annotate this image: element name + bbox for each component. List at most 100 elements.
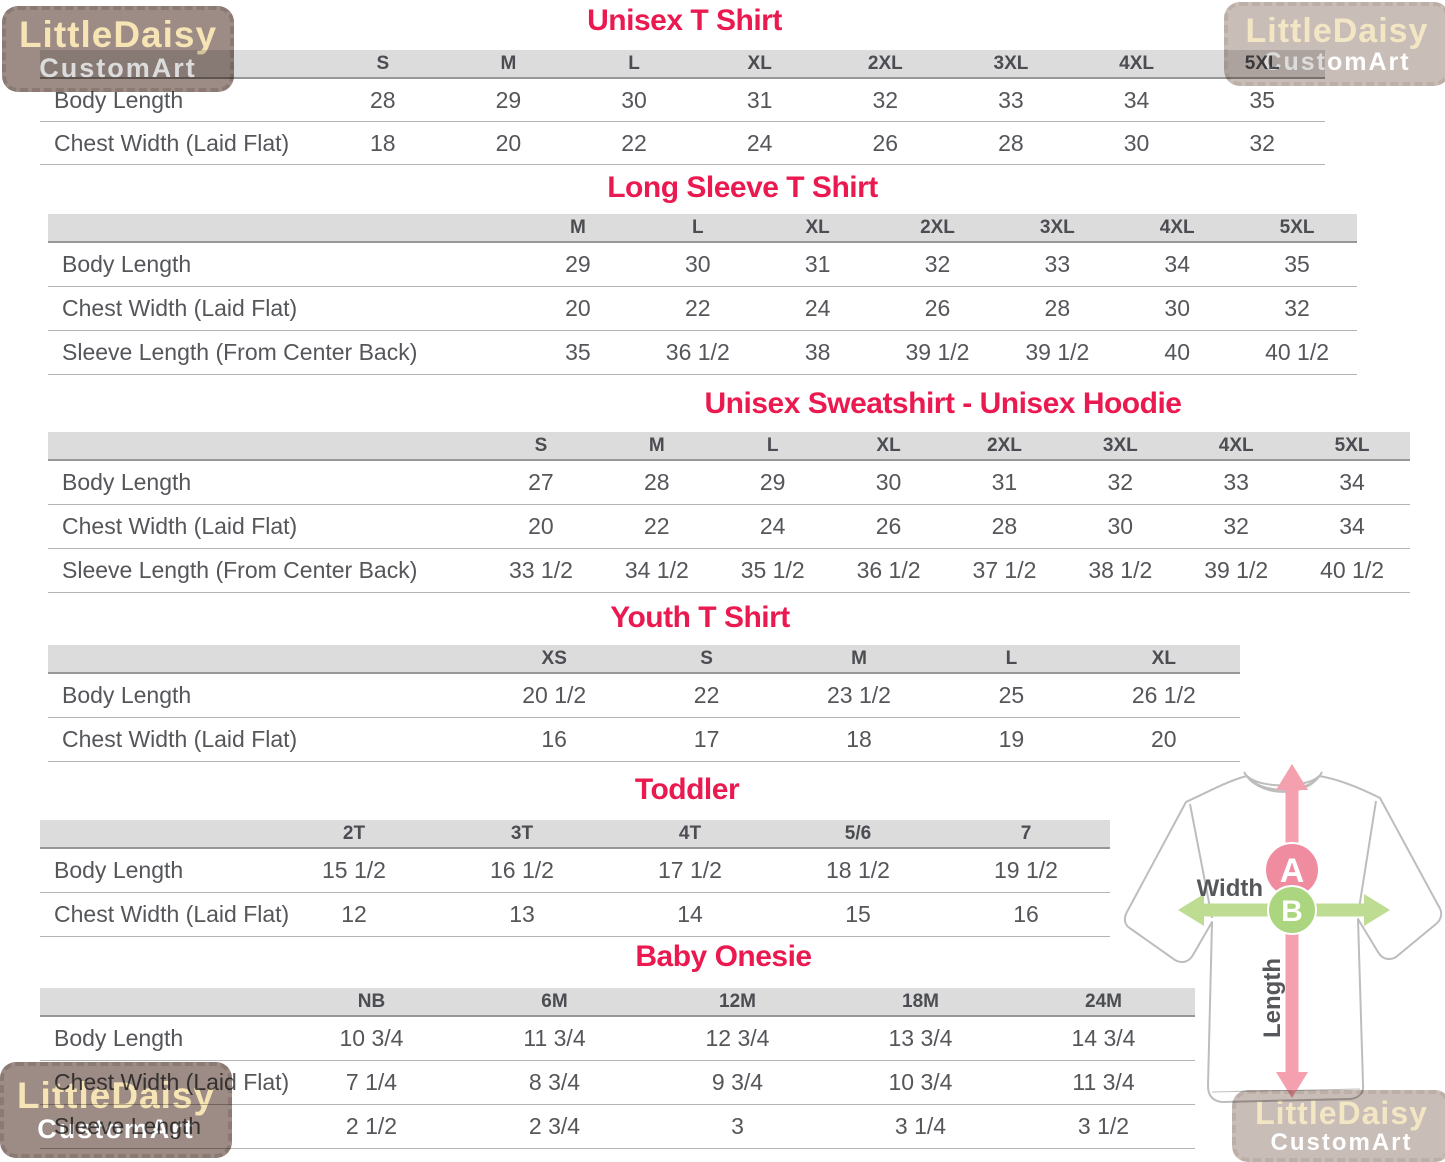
size-header-cell: XL [830, 432, 947, 459]
value-cell: 19 1/2 [994, 857, 1058, 883]
value-cell: 9 3/4 [711, 1069, 764, 1095]
row-label: Sleeve Length (From Center Back) [62, 339, 418, 365]
value-cell: 28 [991, 513, 1018, 539]
value-cell: 22 [693, 682, 720, 708]
value-cell: 18 [370, 129, 396, 156]
size-header-cell: 5XL [1294, 432, 1410, 459]
size-header-cell: 4XL [1178, 432, 1295, 459]
table-row: Chest Width (Laid Flat) 20 22 24 26 28 30 32 [48, 287, 1357, 331]
table-row: Chest Width (Laid Flat) 12 13 14 15 16 [40, 893, 1110, 937]
value-cell: 32 [1284, 295, 1310, 321]
point-b-marker: B [1267, 885, 1317, 935]
value-cell: 24 [804, 295, 831, 321]
table-row: Chest Width (Laid Flat) 18 20 22 24 26 28 30 32 [40, 122, 1325, 165]
value-cell: 30 [1123, 129, 1150, 156]
value-cell: 35 [565, 339, 591, 365]
value-cell: 28 [644, 469, 670, 495]
table-title-unisex-t-shirt: Unisex T Shirt [587, 4, 782, 37]
value-cell: 16 [541, 726, 567, 752]
value-cell: 31 [804, 251, 831, 277]
table-row: Body Length 27 28 29 30 31 32 33 34 [48, 461, 1410, 505]
value-cell: 20 1/2 [522, 682, 587, 708]
value-cell: 16 [1013, 901, 1039, 927]
value-cell: 19 [998, 726, 1025, 752]
row-label: Body Length [62, 251, 192, 277]
row-label: Body Length [54, 1025, 184, 1051]
value-cell: 25 [998, 682, 1025, 708]
size-header-cell: 2T [270, 820, 438, 847]
table-row: Sleeve Length (From Center Back) 33 1/2 34… [48, 549, 1410, 593]
table-row: Body Length 29 30 31 32 33 34 35 [48, 243, 1357, 287]
value-cell: 30 [621, 86, 647, 113]
size-header-row: NB 6M 12M 18M 24M [40, 988, 1195, 1017]
size-header-cell: 3XL [1062, 432, 1179, 459]
value-cell: 32 [924, 251, 951, 277]
header-label-cell [48, 645, 478, 672]
value-cell: 26 [872, 129, 899, 156]
value-cell: 11 3/4 [1072, 1069, 1135, 1095]
row-label: Chest Width (Laid Flat) [54, 901, 290, 927]
value-cell: 12 [341, 901, 367, 927]
size-header-row: XS S M L XL [48, 645, 1240, 674]
table-title-toddler: Toddler [634, 773, 740, 806]
size-header-row: 2T 3T 4T 5/6 7 [40, 820, 1110, 849]
size-table-toddler: 2T 3T 4T 5/6 7 Body Length 15 1/2 16 1/2 17 1/2 1… [40, 820, 1110, 937]
size-header-cell: 4XL [1073, 50, 1200, 77]
value-cell: 39 1/2 [905, 339, 970, 365]
size-header-cell: 2XL [822, 50, 949, 77]
size-header-cell: XS [478, 645, 631, 672]
tshirt-measure-diagram: A B Width Length [1120, 758, 1445, 1156]
value-cell: 7 1/4 [345, 1069, 398, 1095]
value-cell: 29 [759, 469, 786, 495]
value-cell: 38 [804, 339, 831, 365]
value-cell: 34 1/2 [624, 557, 689, 583]
size-header-cell: NB [280, 988, 463, 1015]
size-header-cell: 3T [438, 820, 606, 847]
size-header-cell: 5/6 [774, 820, 942, 847]
table-title-long-sleeve-t-shirt: Long Sleeve T Shirt [607, 171, 878, 204]
value-cell: 13 [509, 901, 535, 927]
width-label: Width [1197, 875, 1263, 902]
value-cell: 35 [1284, 251, 1310, 277]
size-header-cell: M [598, 432, 715, 459]
value-cell: 31 [991, 469, 1018, 495]
value-cell: 32 [1249, 129, 1275, 156]
value-cell: 36 1/2 [665, 339, 730, 365]
size-header-cell: 4XL [1117, 214, 1238, 241]
size-header-cell: 6M [463, 988, 646, 1015]
table-row: Chest Width (Laid Flat) 20 22 24 26 28 30 32 34 [48, 505, 1410, 549]
table-title-unisex-sweatshirt-hoodie: Unisex Sweatshirt - Unisex Hoodie [704, 387, 1182, 420]
value-cell: 29 [565, 251, 591, 277]
value-cell: 3 [731, 1113, 744, 1139]
size-header-cell: 3XL [948, 50, 1074, 77]
value-cell: 30 [684, 251, 711, 277]
value-cell: 22 [684, 295, 711, 321]
size-header-cell: 4T [606, 820, 774, 847]
size-header-row: M L XL 2XL 3XL 4XL 5XL [48, 214, 1357, 243]
value-cell: 32 [1107, 469, 1134, 495]
size-table-long-sleeve-t-shirt: M L XL 2XL 3XL 4XL 5XL Body Length 29 30 31 32 33 34 3… [48, 214, 1357, 375]
header-label-cell [40, 50, 320, 77]
value-cell: 40 1/2 [1320, 557, 1385, 583]
value-cell: 26 1/2 [1131, 682, 1196, 708]
value-cell: 33 [1044, 251, 1071, 277]
value-cell: 39 1/2 [1025, 339, 1090, 365]
table-row: Chest Width (Laid Flat) 7 1/4 8 3/4 9 3/4 10… [40, 1061, 1195, 1105]
value-cell: 18 [846, 726, 872, 752]
size-header-cell: 18M [829, 988, 1012, 1015]
table-row: Body Length 20 1/2 22 23 1/2 25 26 1/2 [48, 674, 1240, 718]
value-cell: 14 3/4 [1071, 1025, 1136, 1051]
header-label-cell [48, 214, 518, 241]
value-cell: 34 [1339, 513, 1365, 539]
row-label: Body Length [54, 857, 184, 883]
value-cell: 2 3/4 [528, 1113, 581, 1139]
value-cell: 37 1/2 [972, 557, 1037, 583]
value-cell: 30 [1164, 295, 1190, 321]
tshirt-diagram-svg: A B Width Length [1123, 764, 1443, 1103]
header-label-cell [40, 988, 280, 1015]
table-title-youth-t-shirt: Youth T Shirt [610, 601, 790, 634]
header-label-cell [40, 820, 270, 847]
value-cell: 15 1/2 [322, 857, 386, 883]
value-cell: 34 [1123, 86, 1150, 113]
size-header-cell: M [518, 214, 638, 241]
